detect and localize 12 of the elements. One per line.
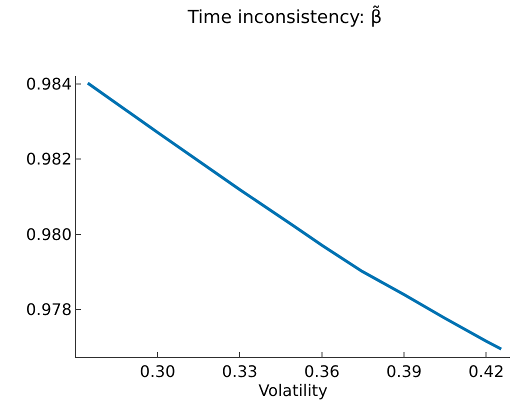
chart-title: Time inconsistency: β̃	[186, 5, 382, 28]
y-tick-label: 0.978	[26, 300, 72, 320]
x-tick-label: 0.33	[222, 362, 258, 382]
x-tick-label: 0.30	[140, 362, 176, 382]
x-axis-title: Volatility	[258, 381, 328, 400]
line-series	[86, 82, 503, 351]
x-tick-label: 0.39	[386, 362, 422, 382]
y-tick-label: 0.984	[26, 74, 72, 94]
y-tick-label: 0.980	[26, 224, 72, 244]
x-tick-label: 0.36	[304, 362, 340, 382]
y-tick-label: 0.982	[26, 150, 72, 169]
x-tick-label: 0.42	[468, 362, 504, 382]
